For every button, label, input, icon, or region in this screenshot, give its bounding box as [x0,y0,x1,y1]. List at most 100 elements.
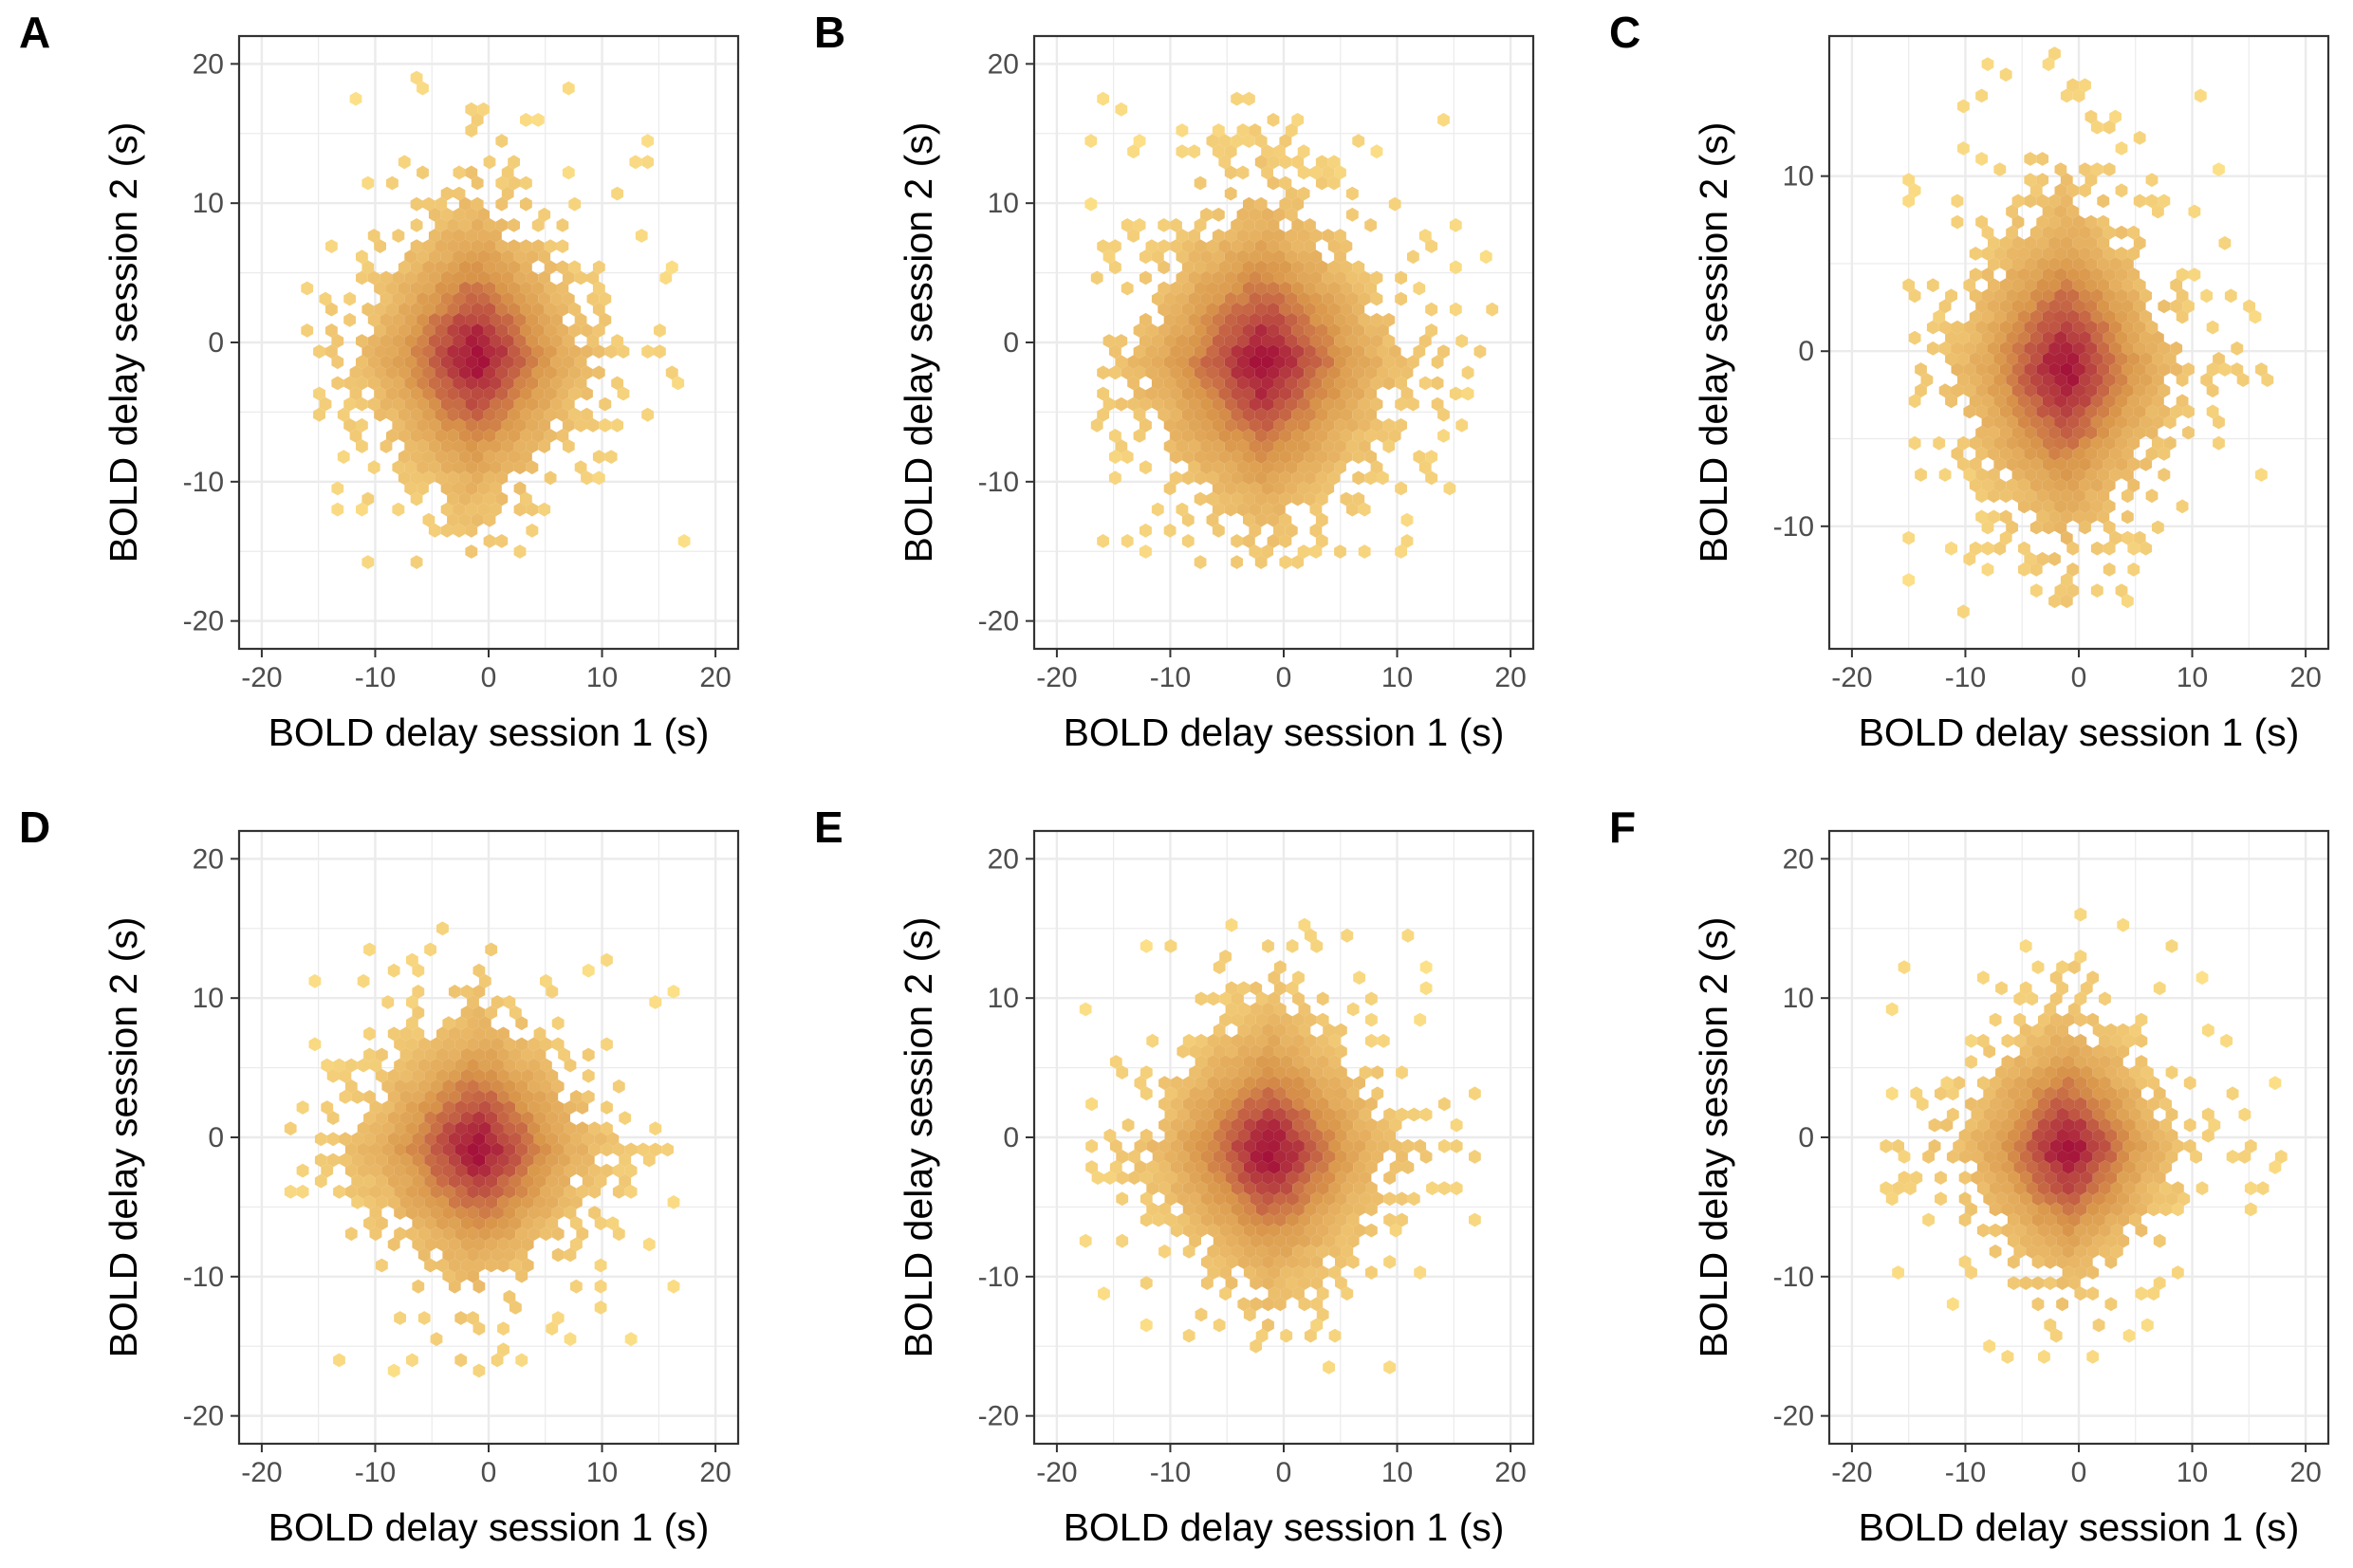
hexbin-cell [1297,334,1310,348]
hexbin-cell [2249,309,2262,324]
hexbin-cell [490,376,502,391]
hexbin-cell [1273,144,1286,159]
hexbin-cell [2117,917,2130,932]
hexbin-cell [544,260,557,275]
hexbin-cell [521,1216,534,1230]
hexbin-cell [465,207,478,222]
hexbin-cell [1309,417,1323,433]
hexbin-cell [1280,1202,1293,1217]
hexbin-cell [1273,229,1286,243]
hexbin-cell [1981,520,1994,535]
hexbin-cell [1163,439,1176,453]
hexbin-cell [1304,1223,1317,1238]
hexbin-cell [1327,260,1341,275]
hexbin-cell [1377,344,1389,359]
hexbin-cell [1091,1171,1104,1185]
hexbin-cell [472,985,486,999]
hexbin-cell [406,1016,418,1031]
hexbin-cell [1395,291,1407,306]
hexbin-cell [497,1195,510,1209]
hexbin-cell [1291,407,1305,422]
hexbin-cell [562,397,575,412]
hexbin-cell [349,91,362,106]
hexbin-cell [2086,970,2100,986]
hexbin-cell [1280,1138,1293,1153]
hexbin-cell [422,407,435,422]
hexbin-cell [495,491,509,507]
hexbin-cell [1261,544,1273,559]
hexbin-cell [1268,1117,1281,1133]
hexbin-cell [564,1184,577,1199]
hexbin-cell [2013,1055,2027,1069]
hexbin-cell [477,439,490,453]
hexbin-cell [483,512,496,527]
hexbin-cell [540,1142,552,1157]
hexbin-cell [1243,1117,1256,1133]
hexbin-cell [406,1100,418,1115]
hexbin-cell [2018,415,2030,430]
hexbin-cell [540,1100,552,1115]
hexbin-cell [1232,1223,1244,1238]
y-tick-label: 0 [1798,336,1814,367]
hexbin-cell [2165,1128,2178,1143]
hexbin-cell [2080,1233,2093,1248]
hexbin-cell [2092,1318,2105,1333]
hexbin-cell [1267,218,1280,232]
hexbin-cell [1328,1202,1342,1217]
hexbin-cell [483,386,496,401]
hexbin-cell [1328,1117,1342,1133]
hexbin-cell [2084,362,2098,377]
hexbin-cell [2109,257,2121,271]
hexbin-cell [1273,1233,1287,1248]
hexbin-cell [1255,1076,1269,1091]
hexbin-cell [460,1026,473,1042]
hexbin-cell [2013,1160,2027,1174]
hexbin-cell [531,113,545,127]
hexbin-cell [2062,1138,2075,1153]
hexbin-cell [2006,330,2018,345]
hexbin-cell [1219,1012,1232,1027]
hexbin-cell [619,1111,632,1125]
hexbin-cell [2024,551,2037,566]
hexbin-cell [381,1079,395,1094]
hexbin-cell [2133,362,2146,377]
hexbin-cell [454,1121,468,1136]
hexbin-cell [1163,397,1176,412]
hexbin-cell [531,239,545,253]
hexbin-cell [1249,544,1262,559]
hexbin-cell [1194,218,1207,232]
hexbin-cell [301,323,314,338]
hexbin-cell [367,312,380,327]
x-tick-label: 10 [1381,662,1413,693]
hexbin-cell [2140,1065,2154,1079]
hexbin-cell [2001,1033,2014,1048]
hexbin-cell [1261,376,1273,391]
hexbin-cell [2140,330,2152,345]
hexbin-cell [538,249,551,265]
hexbin-cell [2140,1318,2154,1333]
hexbin-cell [2042,499,2055,514]
hexbin-cell [2255,468,2268,482]
hexbin-cell [321,1163,334,1178]
hexbin-cell [1976,1097,1990,1112]
hexbin-cell [1335,1044,1347,1059]
hexbin-cell [351,1132,364,1147]
hexbin-cell [520,344,532,359]
hexbin-cell [2202,1107,2214,1122]
hexbin-cell [1224,502,1237,517]
hexbin-cell [1346,1086,1360,1101]
hexbin-cell [2048,425,2061,440]
hexbin-cell [319,397,332,412]
hexbin-cell [1206,134,1219,148]
hexbin-cell [551,1079,565,1094]
hexbin-cell [1207,991,1220,1006]
hexbin-cell [1915,468,1927,482]
hexbin-cell [472,1321,486,1336]
hexbin-cell [424,1047,436,1062]
hexbin-cell [601,1163,613,1178]
hexbin-cell [435,344,448,359]
hexbin-cell [490,291,502,306]
hexbin-cell [1189,1171,1201,1185]
hexbin-cell [1298,1212,1311,1227]
hexbin-cell [1158,407,1171,422]
